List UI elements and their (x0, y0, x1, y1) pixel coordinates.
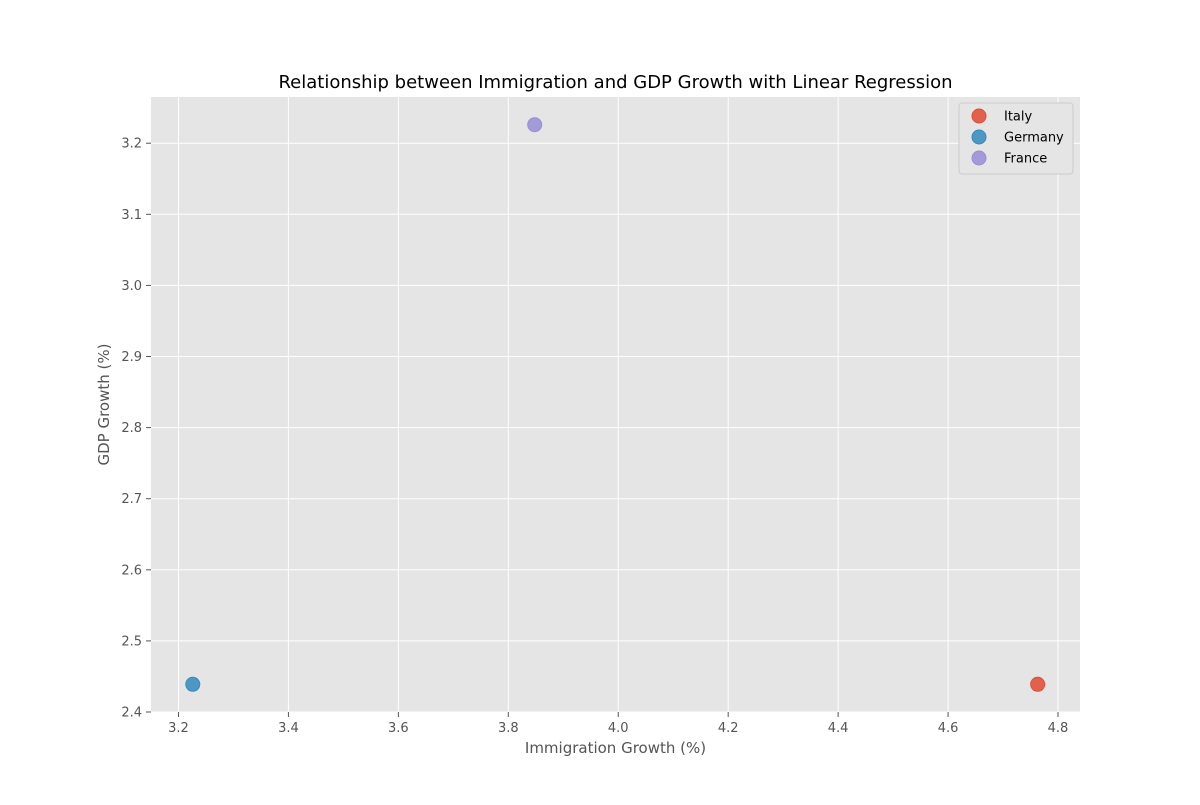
y-tick-label: 3.1 (121, 208, 142, 223)
legend-marker-france (971, 150, 987, 166)
y-tick-label: 2.9 (121, 350, 142, 365)
x-tick-label: 4.0 (608, 721, 629, 736)
x-tick-label: 3.2 (168, 721, 189, 736)
y-tick-label: 3.2 (121, 137, 142, 152)
legend: Italy Germany France (958, 102, 1074, 175)
point-france (527, 117, 543, 133)
legend-marker-italy (971, 108, 987, 124)
y-axis-label: GDP Growth (%) (95, 343, 113, 465)
x-tick-label: 4.6 (938, 721, 959, 736)
x-tick-label: 4.2 (718, 721, 739, 736)
y-tick-label: 3.0 (121, 279, 142, 294)
y-tick-label: 2.8 (121, 421, 142, 436)
x-tick-label: 4.4 (828, 721, 849, 736)
legend-marker-germany (971, 129, 987, 145)
legend-box (958, 102, 1074, 175)
chart-title: Relationship between Immigration and GDP… (278, 72, 952, 93)
x-tick-label: 4.8 (1048, 721, 1069, 736)
y-tick-label: 2.7 (121, 492, 142, 507)
plot-area (151, 97, 1080, 712)
y-tick-label: 2.4 (121, 706, 142, 721)
legend-label-italy: Italy (1004, 110, 1033, 125)
x-tick-label: 3.8 (498, 721, 519, 736)
legend-label-france: France (1004, 152, 1047, 167)
legend-label-germany: Germany (1004, 131, 1064, 146)
x-tick-label: 3.4 (278, 721, 299, 736)
y-tick-label: 2.5 (121, 634, 142, 649)
point-italy (1030, 676, 1046, 692)
point-germany (185, 676, 201, 692)
grid (151, 97, 1080, 713)
x-axis-label: Immigration Growth (%) (525, 739, 706, 757)
y-tick-label: 2.6 (121, 563, 142, 578)
data-points (185, 117, 1046, 692)
x-tick-label: 3.6 (388, 721, 409, 736)
axis-ticks: 3.2 3.4 3.6 3.8 4.0 4.2 4.4 4.6 4.8 2.4 2.5 2.6 2.7 2… (121, 137, 1068, 736)
